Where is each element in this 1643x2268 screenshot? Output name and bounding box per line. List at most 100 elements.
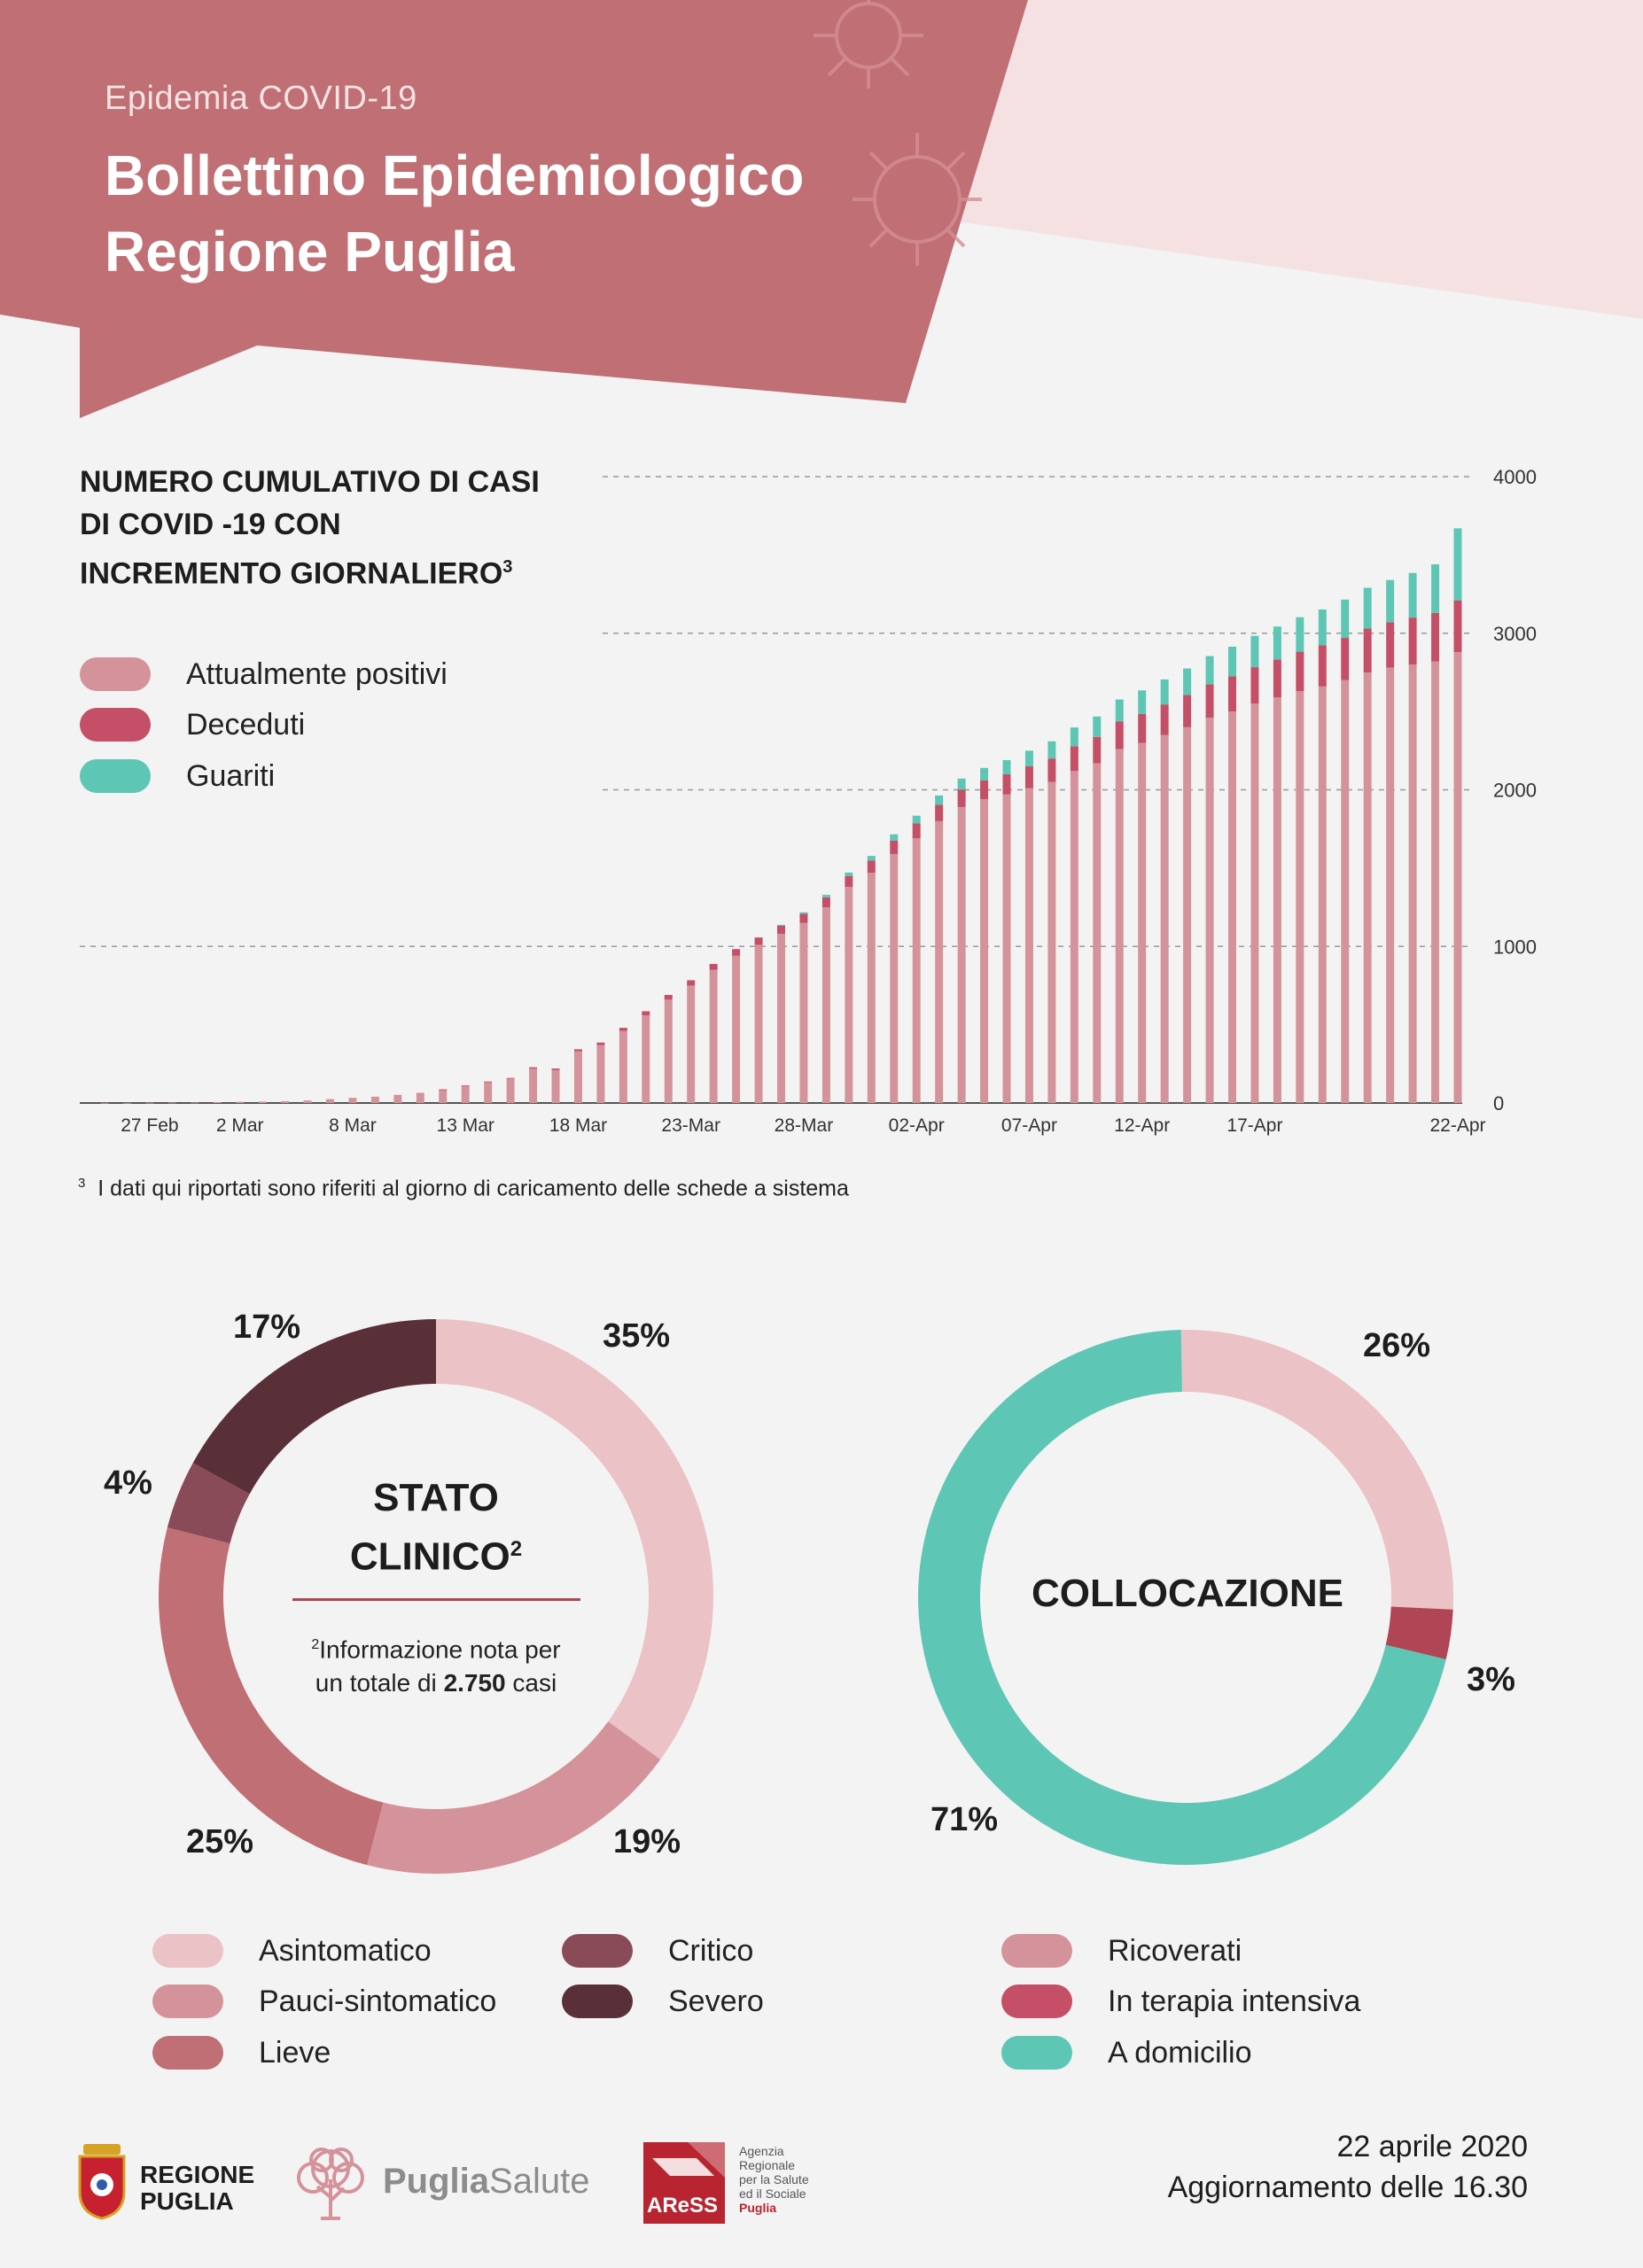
positivi-swatch [80,657,151,691]
donut1-note-line1: 2Informazione nota per [311,1635,561,1664]
chart-title-line1: NUMERO CUMULATIVO DI CASI [80,465,540,499]
chart-title-line2: DI COVID -19 CON [80,508,341,541]
y-tick-label: 2000 [1493,780,1537,802]
bar-segment-attualmente-positivi [529,1068,538,1103]
bar-segment-guariti [777,924,785,926]
bar-segment-attualmente-positivi [1115,749,1124,1103]
bar-segment-guariti [980,767,989,781]
bar-segment-deceduti [890,840,899,854]
ricoverati-swatch [1001,1934,1072,1968]
legend-critico: Critico [562,1933,753,1969]
bar-segment-attualmente-positivi [258,1101,267,1103]
lieve-swatch [152,2036,223,2070]
bar-segment-attualmente-positivi [1138,742,1147,1103]
bar-segment-deceduti [1070,746,1078,772]
legend-lieve: Lieve [152,2035,331,2070]
bar-segment-attualmente-positivi [370,1096,379,1103]
bar-segment-attualmente-positivi [642,1015,650,1103]
bar-segment-attualmente-positivi [1093,763,1102,1103]
bar-segment-attualmente-positivi [1453,651,1462,1103]
stato-clinico-slice-asintomatico [436,1319,713,1759]
legend-terapia: In terapia intensiva [1001,1984,1360,2019]
bar-segment-attualmente-positivi [687,985,696,1103]
header-subtitle: Epidemia COVID-19 [105,80,417,117]
legend-label-asintomatico: Asintomatico [259,1933,432,1968]
bar-segment-deceduti [1296,651,1304,692]
donut1-divider [292,1598,580,1601]
bar-segment-deceduti [732,949,741,956]
x-tick-label: 27 Feb [121,1115,178,1136]
x-tick-label: 23-Mar [661,1115,720,1136]
bar-segment-attualmente-positivi [1318,686,1327,1103]
bar-segment-deceduti [573,1049,582,1052]
regione-line2: PUGLIA [140,2187,234,2215]
bar-segment-attualmente-positivi [236,1101,245,1103]
bar-segment-deceduti [1138,713,1147,743]
bar-segment-guariti [1160,679,1169,705]
legend-label-deceduti: Deceduti [186,707,306,742]
donut1-note: 2Informazione nota per un totale di 2.75… [250,1628,622,1700]
bar-segment-deceduti [1160,704,1169,735]
legend-label-severo: Severo [668,1984,764,2018]
bar-segment-guariti [867,856,876,861]
asintomatico-swatch [152,1934,223,1968]
bar-segment-guariti [1002,759,1011,774]
bar-segment-attualmente-positivi [167,1102,176,1104]
puglia-salute-logo-text: PugliaSalute [383,2162,590,2201]
bar-segment-deceduti [1183,695,1192,727]
bar-segment-attualmente-positivi [303,1100,312,1103]
bar-segment-guariti [1386,579,1395,623]
legend-label-ricoverati: Ricoverati [1108,1933,1242,1968]
bar-segment-guariti [1183,668,1192,695]
bar-segment-attualmente-positivi [506,1078,515,1103]
stato-clinico-slice-pauci-sintomatico [367,1721,661,1874]
bar-segment-guariti [1228,646,1236,677]
bar-segment-attualmente-positivi [1205,718,1214,1103]
bar-segment-attualmente-positivi [348,1098,357,1103]
bar-segment-attualmente-positivi [732,955,741,1103]
bar-segment-attualmente-positivi [439,1089,448,1103]
bar-segment-attualmente-positivi [1250,703,1259,1103]
bar-segment-attualmente-positivi [890,853,899,1103]
legend-item-deceduti: Deceduti [80,707,305,742]
legend-label-critico: Critico [668,1933,754,1968]
bar-segment-attualmente-positivi [664,999,673,1103]
bar-segment-guariti [822,895,830,897]
bar-segment-attualmente-positivi [1408,664,1417,1103]
legend-label-guariti: Guariti [186,758,276,793]
bar-segment-attualmente-positivi [980,799,989,1103]
bar-segment-attualmente-positivi [573,1051,582,1103]
pct-lieve: 25% [186,1823,254,1860]
legend-domicilio: A domicilio [1001,2035,1252,2070]
y-tick-label: 4000 [1493,466,1537,488]
bar-segment-deceduti [912,823,921,839]
bar-segment-guariti [957,778,966,790]
bar-segment-deceduti [1453,600,1462,652]
donut2-title: COLLOCAZIONE [1032,1572,1343,1615]
regione-puglia-logo-text: REGIONE PUGLIA [140,2162,254,2215]
aress-logo-mark: AReSS [643,2142,725,2224]
aress-caption-2: Regionale [739,2158,796,2172]
x-tick-label: 8 Mar [329,1115,377,1136]
bar-segment-deceduti [1250,667,1259,704]
regione-puglia-emblem [76,2142,128,2220]
bar-segment-guariti [1070,727,1078,747]
legend-label-positivi: Attualmente positivi [186,656,448,691]
pct-domicilio: 71% [931,1801,999,1838]
aress-caption-3: per la Salute [739,2172,809,2186]
donut1-title: STATO CLINICO2 [285,1472,587,1583]
stato-clinico-slice-severo [192,1319,436,1495]
legend-label-terapia: In terapia intensiva [1108,1984,1361,2018]
bar-segment-deceduti [484,1081,493,1083]
x-tick-label: 28-Mar [775,1115,834,1136]
collocazione-slice-ricoverati [1180,1330,1453,1610]
y-tick-label: 0 [1493,1092,1504,1115]
bar-segment-attualmente-positivi [709,969,718,1103]
header-background [0,0,1643,418]
bar-segment-deceduti [619,1028,627,1031]
bar-segment-attualmente-positivi [1273,697,1281,1103]
bar-segment-attualmente-positivi [957,806,966,1103]
bar-segment-deceduti [867,860,876,874]
bar-segment-deceduti [822,897,830,908]
footer-date: 22 aprile 2020 Aggiornamento delle 16.30 [1168,2126,1528,2208]
